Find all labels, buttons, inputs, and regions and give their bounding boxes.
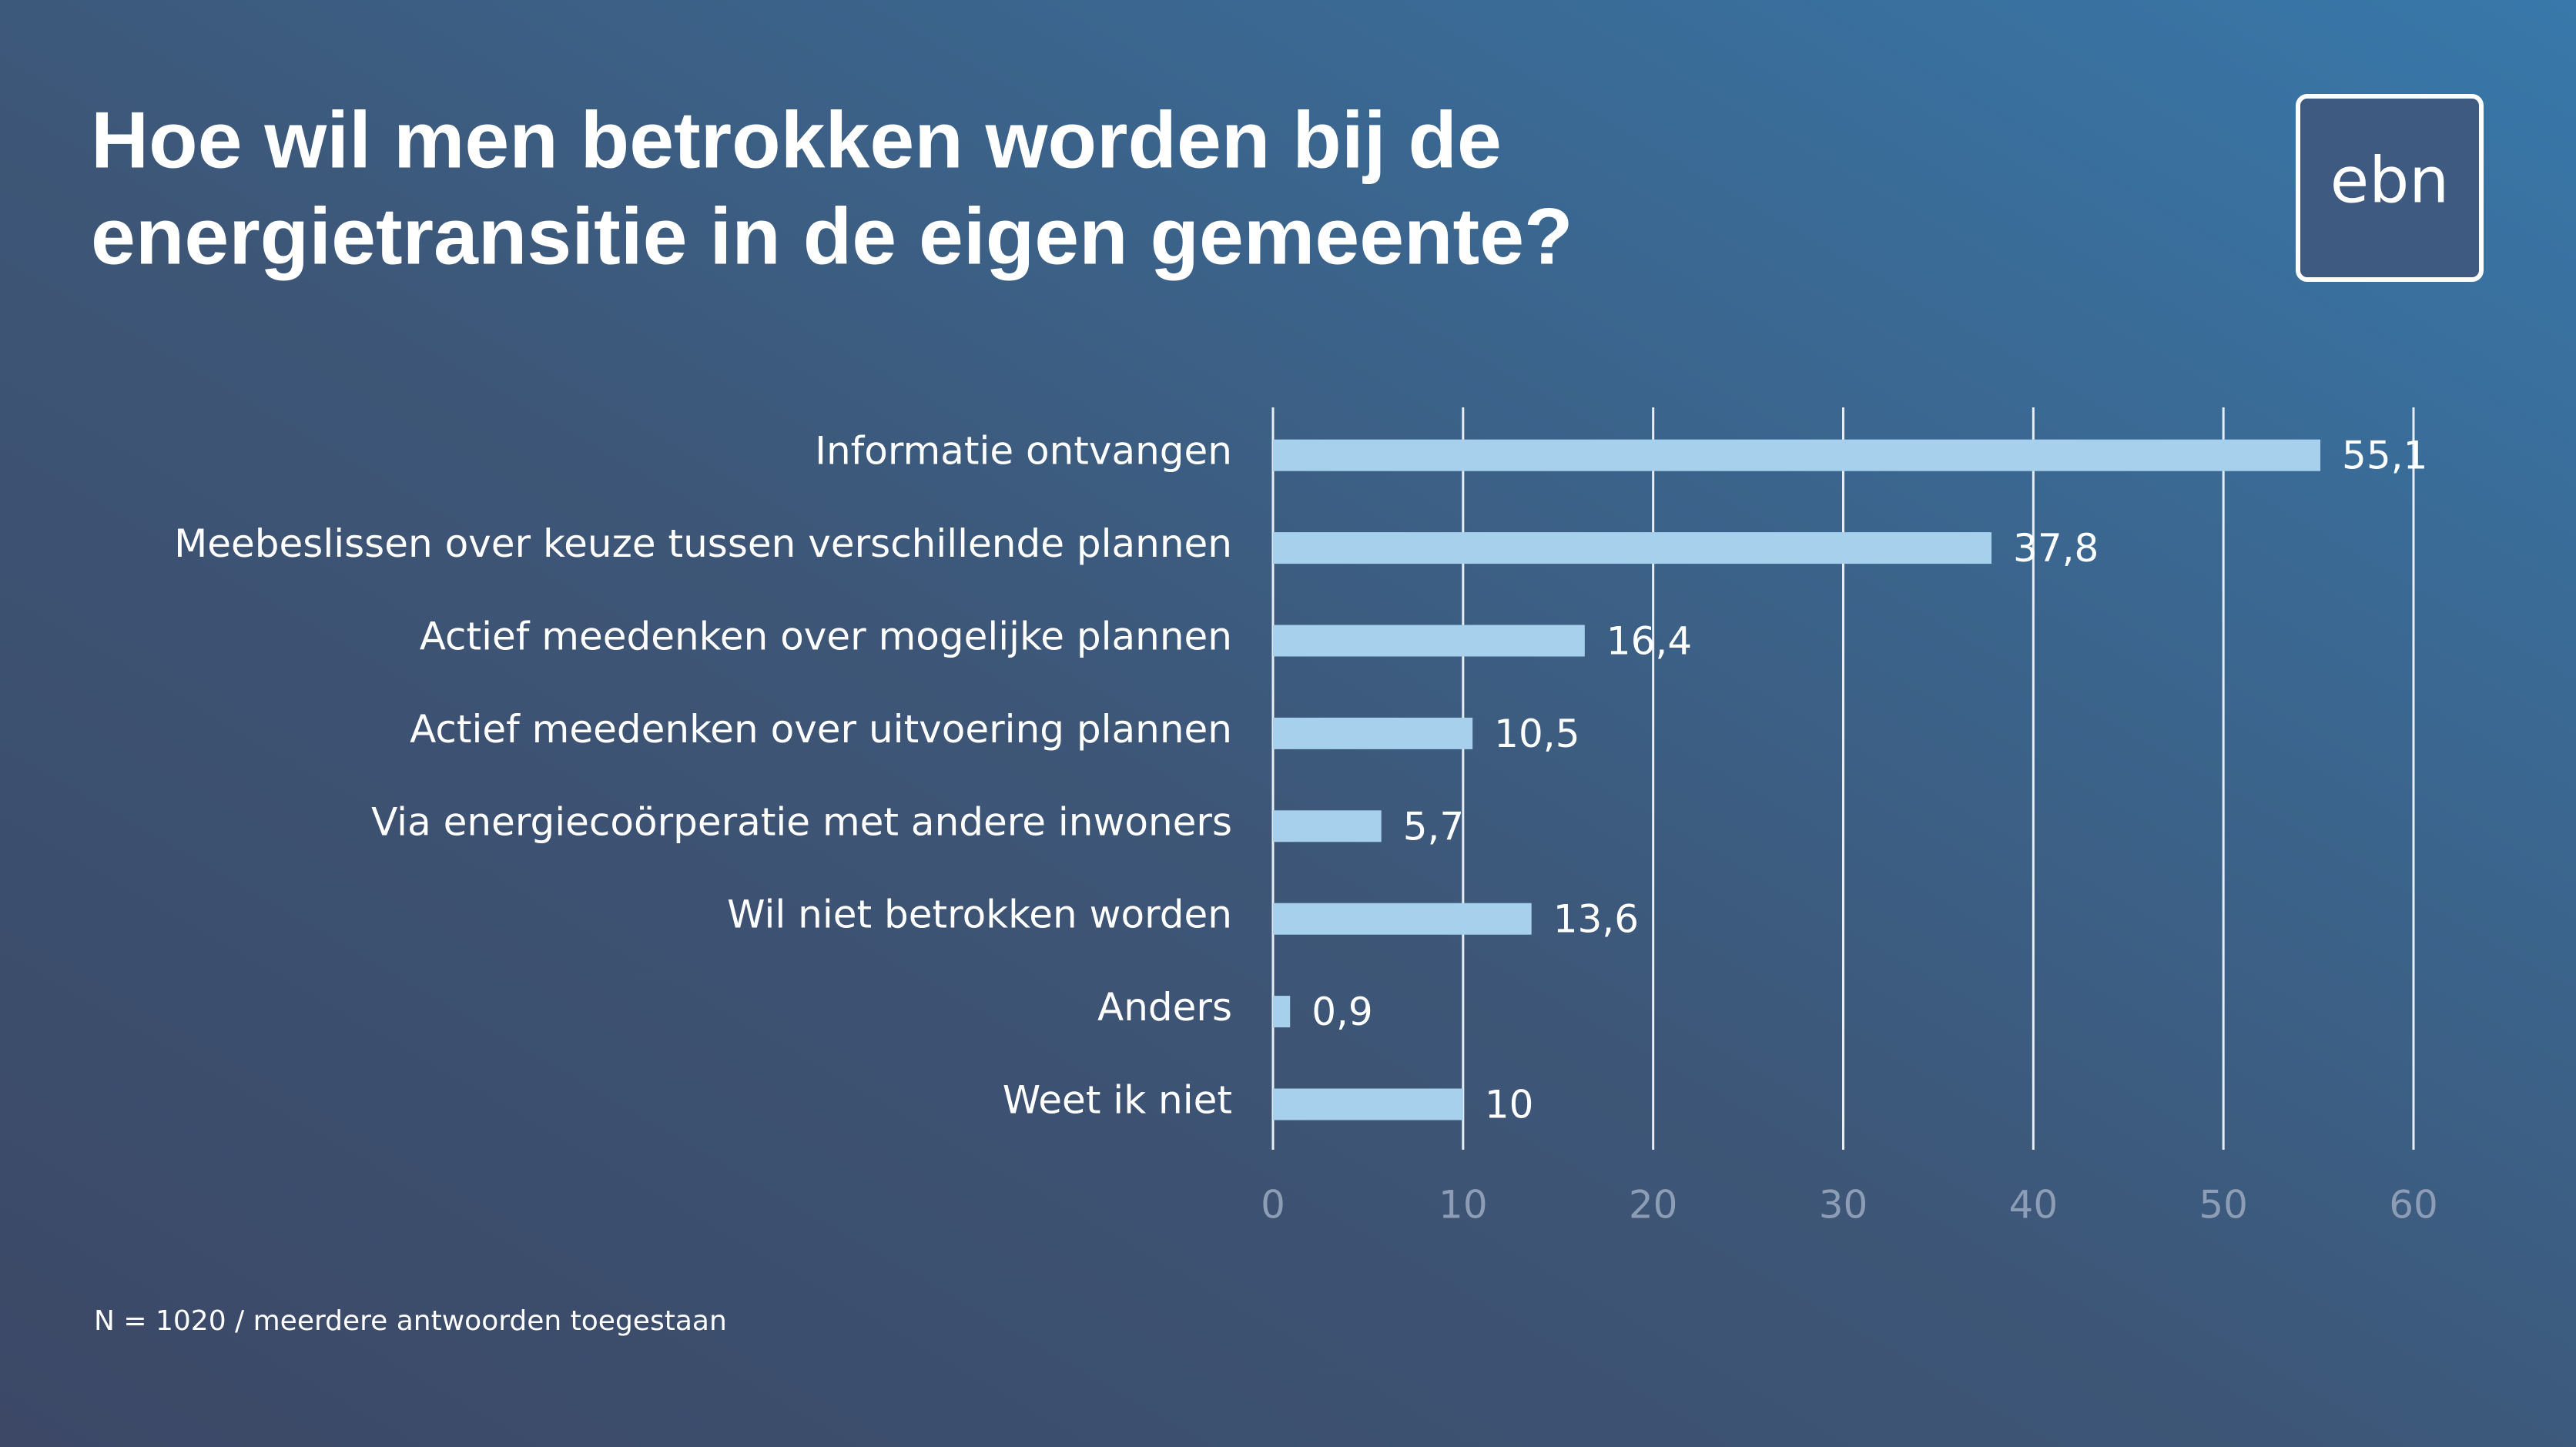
chart-title-line: Hoe wil men betrokken worden bij de: [91, 95, 1502, 185]
category-label: Actief meedenken over uitvoering plannen: [410, 707, 1232, 752]
x-tick-label: 10: [1439, 1183, 1488, 1228]
category-label: Informatie ontvangen: [815, 429, 1232, 474]
logo-box: [2296, 94, 2484, 282]
category-label: Meebeslissen over keuze tussen verschill…: [174, 521, 1232, 566]
category-label: Via energiecoörperatie met andere inwone…: [371, 799, 1232, 844]
bar: [1273, 903, 1532, 935]
category-label: Anders: [1097, 985, 1232, 1030]
bar: [1273, 625, 1585, 657]
bar: [1273, 1088, 1463, 1120]
value-label: 16,4: [1606, 619, 1692, 664]
bar: [1273, 996, 1291, 1028]
category-label: Actief meedenken over mogelijke plannen: [420, 615, 1232, 659]
value-label: 10: [1485, 1083, 1534, 1127]
chart-title-line: energietransitie in de eigen gemeente?: [91, 192, 1573, 281]
x-tick-label: 0: [1261, 1183, 1285, 1228]
x-tick-label: 40: [2009, 1183, 2058, 1228]
value-label: 55,1: [2342, 434, 2427, 478]
x-tick-label: 60: [2389, 1183, 2438, 1228]
bar: [1273, 532, 1992, 564]
footnote: N = 1020 / meerdere antwoorden toegestaa…: [94, 1305, 727, 1337]
value-label: 37,8: [2013, 526, 2099, 571]
value-label: 0,9: [1311, 990, 1373, 1034]
logo-text: ebn: [2330, 144, 2449, 217]
category-label: Weet ik niet: [1003, 1078, 1232, 1123]
x-tick-label: 50: [2199, 1183, 2248, 1228]
bar: [1273, 810, 1382, 842]
value-label: 13,6: [1553, 897, 1639, 942]
value-label: 5,7: [1403, 804, 1465, 849]
value-label: 10,5: [1494, 712, 1579, 756]
x-tick-label: 20: [1629, 1183, 1678, 1228]
category-label: Wil niet betrokken worden: [727, 893, 1232, 937]
x-tick-label: 30: [1819, 1183, 1868, 1228]
bar: [1273, 439, 2321, 471]
bar: [1273, 717, 1473, 749]
